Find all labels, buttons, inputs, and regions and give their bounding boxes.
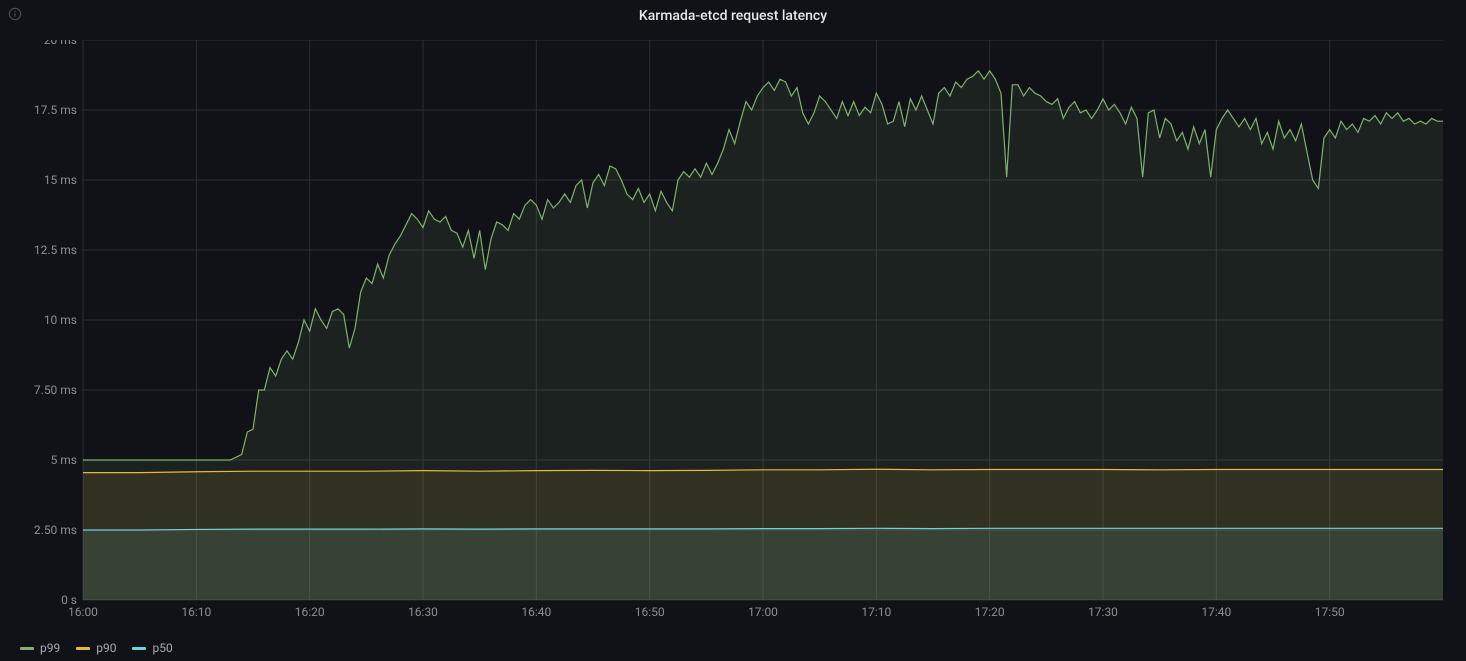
x-tick-label: 16:00	[68, 605, 98, 616]
x-tick-label: 17:20	[975, 605, 1005, 616]
y-tick-label: 17.5 ms	[34, 103, 77, 117]
y-tick-label: 15 ms	[44, 173, 77, 187]
legend-item-p90[interactable]: p90	[76, 641, 116, 655]
x-tick-label: 17:00	[748, 605, 778, 616]
x-tick-label: 16:50	[635, 605, 665, 616]
y-tick-label: 2.50 ms	[34, 523, 77, 537]
legend-swatch	[132, 647, 146, 650]
chart-panel: Karmada-etcd request latency latency 0 s…	[0, 0, 1466, 661]
y-tick-label: 20 ms	[44, 40, 77, 47]
x-tick-label: 16:30	[408, 605, 438, 616]
x-tick-label: 17:40	[1201, 605, 1231, 616]
x-tick-label: 17:10	[861, 605, 891, 616]
plot-svg: 0 s2.50 ms5 ms7.50 ms10 ms12.5 ms15 ms17…	[33, 40, 1443, 616]
series-area-p50	[83, 528, 1443, 600]
chart-area[interactable]: latency 0 s2.50 ms5 ms7.50 ms10 ms12.5 m…	[0, 28, 1466, 628]
x-tick-label: 16:40	[521, 605, 551, 616]
legend-label: p99	[40, 641, 60, 655]
legend-swatch	[20, 647, 34, 650]
legend-label: p50	[152, 641, 172, 655]
legend-item-p99[interactable]: p99	[20, 641, 60, 655]
legend-label: p90	[96, 641, 116, 655]
x-tick-label: 17:30	[1088, 605, 1118, 616]
x-tick-label: 16:10	[181, 605, 211, 616]
legend-swatch	[76, 647, 90, 650]
y-tick-label: 7.50 ms	[34, 383, 77, 397]
legend: p99 p90 p50	[20, 641, 173, 655]
legend-item-p50[interactable]: p50	[132, 641, 172, 655]
x-tick-label: 16:20	[295, 605, 325, 616]
panel-title: Karmada-etcd request latency	[0, 8, 1466, 24]
y-tick-label: 12.5 ms	[34, 243, 77, 257]
y-tick-label: 10 ms	[44, 313, 77, 327]
y-tick-label: 5 ms	[51, 453, 77, 467]
x-tick-label: 17:50	[1315, 605, 1345, 616]
